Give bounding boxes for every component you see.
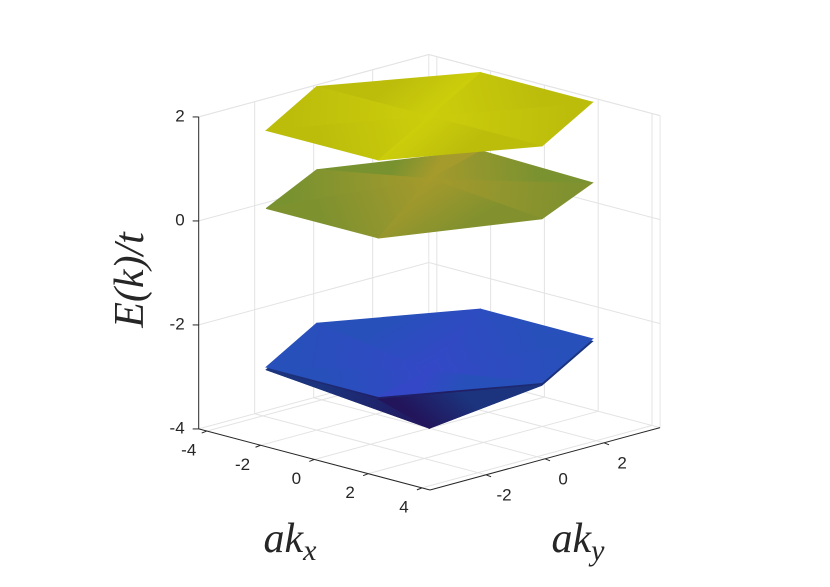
x-axis-line (198, 428, 431, 491)
y-tick-label: 0 (558, 469, 567, 488)
y-tick (603, 442, 610, 446)
axes: -4 -2 0 2 4 -2 0 2 -4 -2 0 2 (170, 106, 661, 516)
x-tick-label: 4 (399, 497, 408, 516)
x-tick-label: -2 (235, 455, 250, 474)
z-tick-label: 2 (175, 106, 184, 125)
x-tick-label: -4 (181, 441, 196, 460)
x-axis-label: akx (264, 516, 318, 567)
x-tick-label: 2 (345, 483, 354, 502)
x-label-base: ak (264, 516, 305, 562)
x-label-sub: x (302, 534, 317, 567)
x-tick (362, 473, 369, 477)
y-label-sub: y (588, 534, 605, 567)
y-axis-line (429, 427, 661, 491)
z-tick-label: 0 (175, 210, 184, 229)
surface-facet (377, 115, 543, 161)
surface-facet (377, 384, 543, 429)
z-tick-label: -2 (170, 314, 185, 333)
y-label-base: ak (552, 516, 593, 562)
x-tick (201, 430, 207, 434)
y-tick (544, 458, 551, 462)
surfaces (264, 71, 595, 430)
y-tick-label: -2 (496, 485, 511, 504)
x-tick-label: 0 (292, 469, 301, 488)
z-axis-label: E(k)/t (107, 231, 153, 329)
x-tick (309, 459, 315, 462)
x-tick (255, 444, 261, 448)
surface-facet (378, 370, 543, 398)
grid-line (198, 261, 661, 326)
surface-facet (377, 178, 543, 239)
y-tick-label: 2 (617, 453, 626, 472)
y-tick (485, 474, 492, 478)
z-tick-label: -4 (170, 418, 185, 437)
x-tick (416, 487, 423, 491)
y-axis-label: aky (552, 516, 606, 567)
grid-line (198, 53, 661, 118)
